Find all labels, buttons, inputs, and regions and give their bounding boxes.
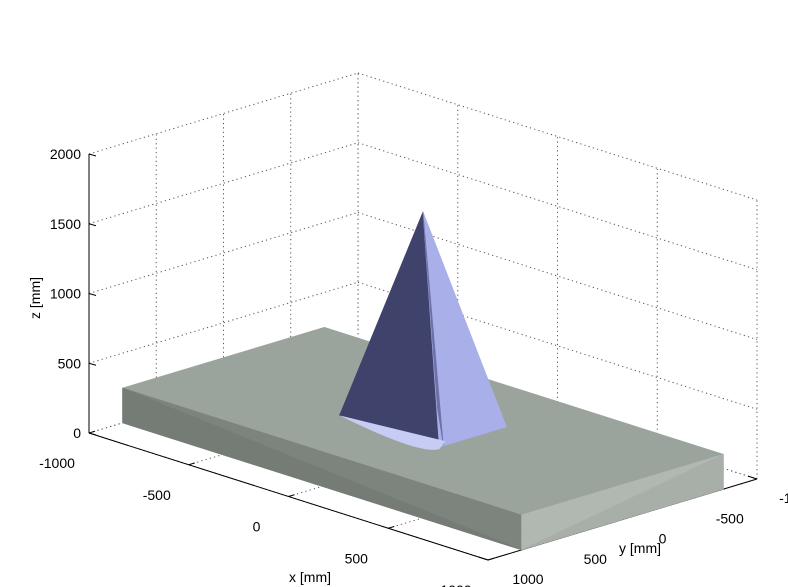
z-tick-mark — [88, 362, 97, 366]
z-tick-label: 2000 — [50, 146, 81, 162]
x-tick-label: 0 — [253, 519, 261, 535]
z-tick-label: 500 — [58, 355, 82, 371]
z-tick-mark — [88, 432, 97, 436]
z-tick-mark — [88, 223, 97, 227]
z-axis-label: z [mm] — [27, 277, 43, 319]
x-tick-mark — [288, 494, 295, 497]
x-tick-mark — [388, 525, 395, 529]
y-tick-mark — [747, 475, 758, 480]
x-axis-label: x [mm] — [289, 569, 331, 585]
leftwall-gridline-z — [88, 212, 359, 294]
leftwall-gridline-z — [88, 72, 359, 155]
pyramid-edge-shade — [422, 211, 444, 446]
leftwall-gridline-z — [88, 281, 359, 364]
block-front-face-shade — [122, 387, 522, 551]
x-tick-mark — [88, 430, 96, 434]
y-tick-mark — [478, 556, 489, 561]
y-tick-label: -500 — [716, 510, 744, 526]
y-tick-label: 0 — [659, 531, 667, 547]
z-tick-label: 1000 — [50, 286, 81, 302]
z-tick-mark — [88, 153, 97, 157]
z-tick-label: 0 — [73, 425, 81, 441]
x-tick-label: 1000 — [440, 582, 471, 587]
pyramid-surface — [339, 211, 507, 450]
y-tick-label: 500 — [584, 551, 608, 567]
backwall-gridline-z — [357, 72, 758, 201]
tick-labels: -1000 -500 0 500 1000 -1000 -500 0 500 1000 0 500 10… — [39, 146, 788, 587]
y-axis-label: y [mm] — [619, 540, 661, 556]
z-tick-mark — [88, 293, 97, 296]
pyramid-base-highlight — [339, 415, 446, 450]
z-tick-label: 1500 — [50, 216, 81, 232]
y-tick-label: -1000 — [779, 490, 788, 506]
y-tick-label: 1000 — [512, 571, 543, 587]
x-tick-mark — [188, 462, 195, 466]
x-tick-label: -1000 — [39, 455, 75, 471]
pyramid-face-right — [422, 211, 507, 448]
pyramid-face-front-left — [339, 211, 440, 448]
x-tick-label: -500 — [143, 487, 171, 503]
x-tick-mark — [487, 557, 495, 561]
leftwall-gridline-z — [88, 142, 359, 225]
x-tick-label: 500 — [345, 550, 369, 566]
block-right-face-shade — [521, 453, 724, 551]
